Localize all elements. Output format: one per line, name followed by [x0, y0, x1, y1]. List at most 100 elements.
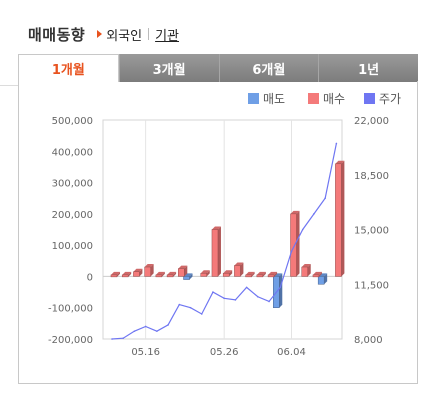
buy-bar	[200, 270, 210, 277]
left-axis-tick-label: 200,000	[52, 210, 93, 221]
top-divider	[0, 85, 18, 86]
section-title: 매매동향	[28, 25, 86, 44]
legend-swatch	[364, 93, 375, 104]
price-point	[324, 197, 326, 200]
buy-bar	[301, 264, 311, 277]
legend: 매도 매수 주가	[248, 92, 401, 106]
legend-label: 주가	[379, 92, 401, 106]
left-axis-tick-label: 100,000	[52, 241, 93, 252]
price-point	[290, 250, 293, 253]
buy-bar-top	[144, 264, 154, 268]
buy-bars	[110, 160, 345, 278]
buy-bar-top	[200, 270, 210, 274]
subnav-divider	[148, 28, 150, 40]
sell-bar-face	[183, 276, 190, 280]
right-axis-tick-label: 18,500	[354, 171, 389, 182]
tab-1-month[interactable]: 1개월	[18, 54, 119, 82]
tab-3-months[interactable]: 3개월	[118, 54, 219, 82]
buy-bar-side	[217, 226, 221, 277]
price-point	[111, 338, 113, 340]
buy-bar-face	[312, 274, 320, 278]
left-axis-tick-label: 0	[87, 272, 93, 283]
price-point	[268, 300, 270, 303]
buy-bar-side	[139, 268, 143, 277]
price-point	[234, 299, 237, 301]
chart-panel	[18, 81, 418, 384]
buy-bar-face	[245, 274, 252, 278]
sell-bar-side	[189, 273, 193, 280]
price-point	[245, 286, 248, 289]
buy-bar-face	[222, 273, 230, 277]
sell-bar-side	[279, 273, 283, 308]
legend-label: 매수	[323, 92, 345, 106]
price-point	[335, 142, 338, 145]
buy-bar-face	[166, 274, 174, 278]
tab-6-months[interactable]: 6개월	[218, 54, 319, 82]
price-point	[133, 330, 136, 332]
buy-bar-top	[223, 270, 233, 274]
left-axis-tick-label: 400,000	[52, 147, 93, 158]
buy-bar	[234, 262, 244, 277]
price-point	[156, 330, 158, 332]
plot-frame	[102, 119, 343, 340]
sell-bar-side	[324, 273, 328, 285]
subnav-link-foreign[interactable]: 외국인	[106, 28, 143, 44]
price-point	[144, 325, 147, 328]
price-point	[212, 291, 214, 293]
left-axis-tick-label: -200,000	[48, 335, 93, 346]
buy-bar-top	[110, 271, 120, 275]
subnav-link-institution[interactable]: 기관	[155, 28, 180, 44]
buy-bar-top	[167, 271, 177, 275]
right-axis-tick-label: 11,500	[354, 280, 389, 291]
buy-bar	[144, 264, 154, 277]
price-point	[223, 297, 225, 300]
buy-bar-face	[155, 274, 163, 278]
buy-bar-top	[122, 271, 132, 275]
buy-bar-top	[155, 271, 165, 275]
buy-bar-face	[335, 163, 342, 277]
buy-bar-top	[268, 271, 278, 275]
price-point	[122, 337, 124, 340]
left-axis-ticks: 500,000 400,000 300,000 200,000 100,000 0 -100…	[48, 116, 93, 346]
buy-bar-face	[133, 271, 140, 277]
right-axis-ticks: 22,000 18,500 15,000 11,500 8,000	[354, 116, 389, 346]
price-point	[301, 228, 304, 231]
buy-bar-side	[206, 270, 210, 277]
tab-1-year[interactable]: 1년	[318, 54, 418, 82]
buy-bar-side	[341, 160, 345, 277]
buy-bar	[178, 265, 188, 277]
buy-bar-side	[274, 271, 278, 277]
buy-bar-side	[150, 264, 154, 277]
buy-bar	[290, 210, 300, 277]
price-point	[279, 286, 282, 289]
left-axis-tick-label: 500,000	[52, 116, 93, 127]
buy-bar-face	[267, 274, 275, 278]
buy-bar-side	[184, 265, 188, 277]
buy-bar-top	[290, 210, 300, 214]
buy-bar-top	[312, 271, 322, 275]
buy-bar-side	[251, 271, 255, 277]
buy-bar-side	[307, 264, 311, 277]
price-point	[167, 324, 169, 326]
buy-bar-side	[318, 271, 322, 277]
buy-bar	[256, 271, 266, 278]
buy-bar	[166, 271, 177, 278]
buy-bar-side	[173, 271, 177, 277]
buy-bar-top	[133, 268, 143, 272]
buy-bar-face	[121, 274, 129, 278]
buy-bar	[245, 271, 255, 278]
buy-bar	[312, 271, 322, 278]
price-line	[111, 142, 338, 340]
buy-bar-top	[301, 264, 311, 268]
left-axis-tick-label: 300,000	[52, 179, 93, 190]
plot-area	[102, 119, 343, 340]
buy-bar-face	[211, 229, 219, 277]
buy-bar-top	[245, 271, 255, 275]
price-point	[178, 303, 181, 306]
buy-bar-side	[262, 271, 266, 277]
buy-bar-top	[335, 160, 345, 164]
buy-bar-side	[229, 270, 233, 277]
price-point	[257, 295, 259, 298]
legend-swatch	[248, 93, 259, 104]
